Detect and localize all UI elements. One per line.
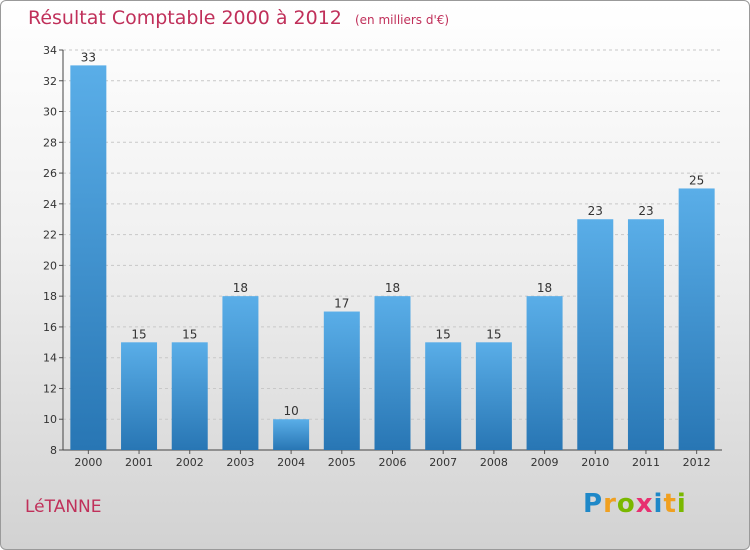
x-tick-label: 2006 (379, 456, 407, 469)
bar (526, 296, 563, 450)
bar (475, 342, 512, 450)
x-tick-label: 2001 (125, 456, 153, 469)
bar-value-label: 25 (689, 173, 704, 187)
y-tick-label: 16 (43, 321, 57, 334)
bar (171, 342, 208, 450)
x-tick-label: 2010 (581, 456, 609, 469)
x-tick-label: 2004 (277, 456, 305, 469)
bar (577, 219, 614, 450)
x-tick-label: 2003 (226, 456, 254, 469)
bar (323, 311, 360, 450)
bar (222, 296, 259, 450)
commune-name: LéTANNE (25, 497, 102, 517)
bar (374, 296, 411, 450)
y-tick-label: 30 (43, 106, 57, 119)
bar-value-label: 17 (334, 297, 349, 311)
x-tick-label: 2002 (176, 456, 204, 469)
logo-letter: i (676, 489, 687, 519)
logo-letter: i (653, 489, 664, 519)
proxiti-logo: Proxiti (583, 489, 687, 519)
bar (678, 188, 715, 450)
y-tick-label: 26 (43, 167, 57, 180)
y-tick-label: 8 (50, 444, 57, 457)
bar-value-label: 15 (131, 327, 146, 341)
logo-letter: P (583, 489, 604, 519)
y-tick-label: 20 (43, 259, 57, 272)
y-tick-label: 14 (43, 352, 57, 365)
y-tick-label: 22 (43, 229, 57, 242)
chart-title-block: Résultat Comptable 2000 à 2012 (en milli… (28, 7, 449, 29)
bar (121, 342, 158, 450)
bar-value-label: 15 (436, 327, 451, 341)
bar-value-label: 18 (233, 281, 248, 295)
chart-subtitle: (en milliers d'€) (354, 13, 450, 27)
y-tick-label: 34 (43, 44, 57, 57)
bar-value-label: 10 (283, 404, 298, 418)
logo-letter: r (603, 489, 617, 519)
x-tick-label: 2011 (632, 456, 660, 469)
logo-letter: x (635, 489, 654, 519)
bar-value-label: 33 (81, 50, 96, 64)
y-tick-label: 28 (43, 136, 57, 149)
bar-value-label: 18 (385, 281, 400, 295)
bar (70, 65, 107, 450)
x-tick-label: 2009 (531, 456, 559, 469)
x-tick-label: 2008 (480, 456, 508, 469)
x-tick-label: 2007 (429, 456, 457, 469)
x-tick-label: 2000 (74, 456, 102, 469)
bar-value-label: 23 (638, 204, 653, 218)
y-tick-label: 32 (43, 75, 57, 88)
chart-title: Résultat Comptable 2000 à 2012 (28, 7, 342, 29)
bar (273, 419, 310, 450)
y-tick-label: 10 (43, 413, 57, 426)
bar-value-label: 18 (537, 281, 552, 295)
logo-letter: t (663, 489, 677, 519)
x-tick-label: 2012 (683, 456, 711, 469)
bar (425, 342, 462, 450)
bar-value-label: 23 (588, 204, 603, 218)
y-tick-label: 18 (43, 290, 57, 303)
bar-value-label: 15 (486, 327, 501, 341)
y-tick-label: 24 (43, 198, 57, 211)
y-tick-label: 12 (43, 382, 57, 395)
bar (627, 219, 664, 450)
x-tick-label: 2005 (328, 456, 356, 469)
logo-letter: o (616, 489, 636, 519)
bar-value-label: 15 (182, 327, 197, 341)
